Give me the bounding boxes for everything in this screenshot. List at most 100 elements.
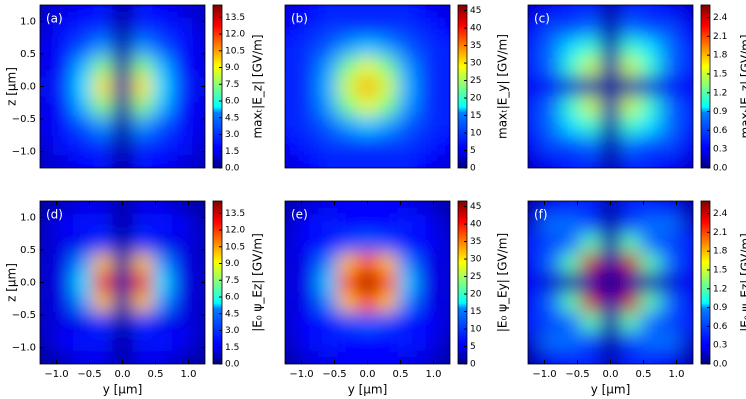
heatmap-cell	[417, 115, 437, 136]
heatmap-cell	[417, 37, 437, 58]
heatmap-cell	[318, 115, 338, 136]
heatmap-cells	[40, 201, 205, 364]
heatmap-cell	[561, 154, 581, 168]
heatmap-cell	[528, 115, 542, 136]
colorbar	[700, 4, 711, 169]
heatmap-cell	[679, 76, 693, 97]
heatmap-cell	[377, 233, 398, 254]
heatmap-cell	[73, 154, 93, 168]
heatmap-cell	[92, 115, 113, 136]
heatmap-cell	[679, 96, 693, 116]
heatmap-cell	[337, 272, 358, 293]
heatmap-cell	[40, 311, 54, 332]
heatmap-cell	[580, 154, 601, 168]
heatmap-cell	[73, 311, 93, 332]
heatmap-cell	[112, 292, 133, 312]
y-tick-label: 0.5	[20, 49, 36, 60]
heatmap-cell	[528, 292, 542, 312]
heatmap-cell	[600, 253, 621, 273]
heatmap-cell	[679, 311, 693, 332]
heatmap-cell	[285, 5, 299, 19]
heatmap-cell	[620, 96, 641, 116]
heatmap-cell	[73, 76, 93, 97]
heatmap-cell	[600, 115, 621, 136]
heatmap-cell	[298, 272, 318, 293]
heatmap-cell	[357, 233, 378, 254]
heatmap-cell	[172, 96, 192, 116]
heatmap-cell	[528, 214, 542, 234]
heatmap-cell	[541, 96, 561, 116]
colorbar-tick-label: 0	[470, 164, 476, 174]
x-tick-label: −1.0	[289, 369, 313, 380]
heatmap-cell	[318, 253, 338, 273]
heatmap-cell	[318, 214, 338, 234]
heatmap-cell	[92, 350, 113, 364]
heatmap-cell	[436, 214, 450, 234]
heatmap-cells	[528, 5, 693, 168]
heatmap-cell	[397, 233, 417, 254]
heatmap-cell	[298, 135, 318, 155]
heatmap-cell	[298, 292, 318, 312]
heatmap-cells	[40, 5, 205, 168]
heatmap-cell	[298, 311, 318, 332]
heatmap-cell	[53, 201, 73, 215]
heatmap-cell	[92, 57, 113, 77]
heatmap-cell	[377, 76, 398, 97]
heatmap-cell	[112, 311, 133, 332]
heatmap-cell	[660, 18, 680, 38]
heatmap-cell	[600, 214, 621, 234]
heatmap-cell	[600, 272, 621, 293]
y-tick-label: 0.5	[20, 245, 36, 256]
heatmap-cell	[132, 201, 153, 215]
heatmap-cell	[561, 115, 581, 136]
heatmap-cell	[377, 350, 398, 364]
heatmap-cell	[92, 214, 113, 234]
heatmap-cell	[397, 201, 417, 215]
heatmap-cell	[397, 115, 417, 136]
colorbar-tick-label: 35	[470, 237, 481, 247]
heatmap-cell	[528, 76, 542, 97]
heatmap-cell	[580, 311, 601, 332]
heatmap-cell	[660, 5, 680, 19]
heatmap-cell	[318, 201, 338, 215]
heatmap-cell	[40, 292, 54, 312]
heatmap-cell	[660, 272, 680, 293]
heatmap-cell	[298, 115, 318, 136]
heatmap-cell	[541, 5, 561, 19]
heatmap-cell	[191, 5, 205, 19]
heatmap-cell	[132, 154, 153, 168]
colorbar-tick-label: 1.5	[713, 69, 727, 79]
heatmap-cell	[417, 311, 437, 332]
heatmap-cell	[397, 154, 417, 168]
heatmap-cell	[640, 272, 660, 293]
heatmap-cell	[337, 115, 358, 136]
panel-label: (e)	[291, 208, 308, 222]
heatmap-cell	[285, 253, 299, 273]
heatmap-cell	[191, 331, 205, 351]
heatmap-cell	[73, 331, 93, 351]
heatmap-cell	[73, 5, 93, 19]
heatmap-cell	[580, 5, 601, 19]
heatmap-cell	[112, 214, 133, 234]
x-tick-label: −0.5	[322, 369, 346, 380]
heatmap-cell	[561, 292, 581, 312]
heatmap-cell	[318, 311, 338, 332]
heatmap-cell	[436, 135, 450, 155]
heatmap-cell	[73, 135, 93, 155]
heatmap-cell	[660, 311, 680, 332]
heatmap-cell	[417, 18, 437, 38]
heatmap-cell	[337, 5, 358, 19]
heatmap-cell	[377, 57, 398, 77]
heatmap-cell	[298, 37, 318, 58]
heatmap-cell	[580, 350, 601, 364]
heatmap-cell	[318, 154, 338, 168]
heatmap-cell	[318, 96, 338, 116]
heatmap-cell	[298, 96, 318, 116]
heatmap-cell	[92, 76, 113, 97]
colorbar-tick-label: 4.5	[225, 309, 239, 319]
heatmap-cell	[73, 115, 93, 136]
heatmap-cell	[172, 233, 192, 254]
heatmap-cell	[620, 57, 641, 77]
panel-label: (f)	[534, 208, 548, 222]
heatmap-cell	[285, 311, 299, 332]
